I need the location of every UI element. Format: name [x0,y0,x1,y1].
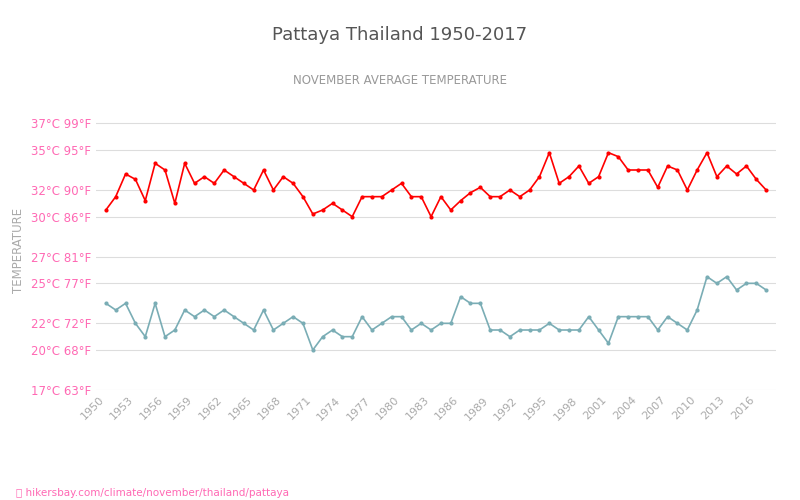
Text: 📍 hikersbay.com/climate/november/thailand/pattaya: 📍 hikersbay.com/climate/november/thailan… [16,488,289,498]
Line: NIGHT: NIGHT [104,274,768,352]
NIGHT [702,274,712,280]
DAY [564,174,574,180]
NIGHT [308,347,318,353]
DAY [347,214,357,220]
Y-axis label: TEMPERATURE: TEMPERATURE [12,208,26,292]
Line: DAY: DAY [104,150,768,219]
DAY [712,174,722,180]
NIGHT [722,274,731,280]
Text: Pattaya Thailand 1950-2017: Pattaya Thailand 1950-2017 [273,26,527,44]
DAY [722,163,731,169]
NIGHT [762,287,771,293]
DAY [643,167,653,173]
Text: NOVEMBER AVERAGE TEMPERATURE: NOVEMBER AVERAGE TEMPERATURE [293,74,507,86]
NIGHT [634,314,643,320]
NIGHT [101,300,110,306]
DAY [545,150,554,156]
DAY [101,207,110,213]
NIGHT [584,314,594,320]
DAY [702,150,712,156]
NIGHT [692,307,702,313]
DAY [594,174,603,180]
NIGHT [554,327,564,333]
DAY [762,187,771,193]
NIGHT [712,280,722,286]
